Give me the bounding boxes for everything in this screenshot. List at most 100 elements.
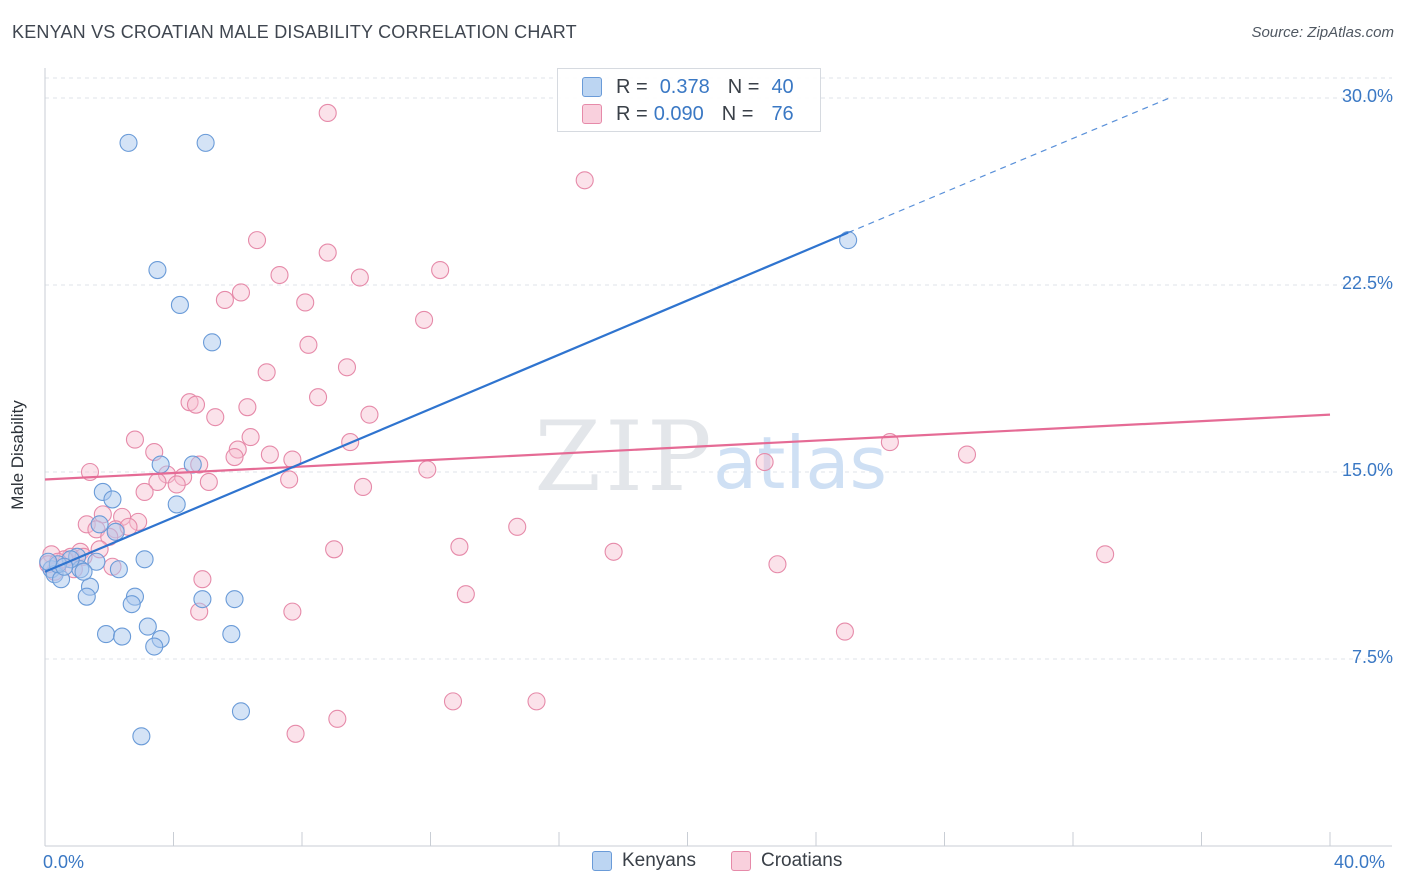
kenyans-point-2	[148, 260, 167, 280]
kenyans-point-6	[151, 455, 170, 474]
croatians-point-5	[350, 268, 369, 287]
kenyans-point-23	[77, 587, 96, 606]
croatians-point-6	[431, 260, 450, 280]
kenyans-swatch	[582, 77, 602, 97]
kenyans-point-27	[225, 590, 244, 609]
kenyans-legend-swatch	[592, 851, 612, 871]
croatians-point-9	[296, 293, 315, 312]
croatians-point-70	[283, 602, 302, 621]
kenyans-r-value: 0.378	[659, 75, 710, 98]
croatians-point-37	[167, 475, 186, 494]
kenyans-point-3	[170, 295, 189, 314]
croatians-swatch	[582, 104, 602, 124]
croatians-point-74	[328, 709, 347, 728]
croatians-point-68	[456, 585, 475, 604]
croatians-point-41	[135, 482, 154, 501]
legend-row-kenyans: R = 0.378 N = 40	[582, 73, 794, 101]
source-label: Source: ZipAtlas.com	[1251, 24, 1394, 41]
kenyans-point-34	[132, 727, 151, 746]
kenyans-r-label: R =	[616, 75, 648, 98]
croatians-point-55	[604, 542, 623, 561]
correlation-legend: R = 0.378 N = 40 R = 0.090 N = 76	[557, 68, 821, 132]
croatians-point-38	[199, 472, 218, 492]
croatians-n-label: N =	[721, 102, 754, 125]
legend-row-croatians: R = 0.090 N = 76	[582, 100, 794, 128]
croatians-point-72	[443, 692, 463, 711]
croatians-point-18	[206, 408, 225, 427]
croatians-point-7	[231, 283, 251, 302]
kenyans-point-11	[90, 515, 109, 534]
croatians-point-17	[238, 398, 257, 417]
chart-title: KENYAN VS CROATIAN MALE DISABILITY CORRE…	[12, 22, 577, 42]
kenyans-point-38	[74, 562, 93, 581]
legend-item-croatians[interactable]: Croatians	[731, 850, 842, 872]
watermark-atlas: atlas	[713, 421, 887, 505]
series-legend: Kenyans Croatians	[0, 850, 1406, 878]
croatians-point-25	[260, 445, 279, 464]
kenyans-point-4	[203, 333, 222, 352]
kenyans-n-label: N =	[727, 75, 760, 98]
kenyans-point-7	[167, 495, 186, 514]
croatians-point-75	[286, 724, 305, 743]
kenyans-trend-extension	[847, 97, 1170, 234]
kenyans-point-5	[839, 231, 858, 250]
kenyans-point-14	[87, 552, 106, 571]
croatians-point-49	[508, 517, 527, 536]
axes	[44, 68, 1392, 847]
croatians-point-57	[1096, 545, 1115, 564]
croatians-legend-label: Croatians	[761, 850, 843, 871]
legend-item-kenyans[interactable]: Kenyans	[592, 850, 696, 872]
croatians-point-2	[247, 231, 267, 250]
croatians-point-1	[575, 171, 594, 190]
kenyans-point-1	[196, 133, 215, 152]
kenyans-trend-line	[44, 231, 849, 573]
croatians-point-13	[257, 363, 276, 382]
croatians-point-51	[450, 537, 469, 556]
kenyans-point-35	[231, 702, 251, 721]
croatians-point-39	[280, 470, 299, 489]
kenyans-point-28	[138, 617, 157, 636]
kenyans-legend-label: Kenyans	[622, 850, 696, 871]
y-tick-label-1: 15.0%	[1341, 460, 1393, 480]
kenyans-point-15	[135, 550, 154, 569]
croatians-point-40	[353, 477, 373, 497]
croatians-point-30	[755, 452, 774, 472]
croatians-point-20	[125, 430, 144, 449]
y-tick-label-3: 30.0%	[1341, 86, 1393, 106]
croatians-trend-line	[44, 413, 1331, 481]
watermark-zip: ZIP	[534, 401, 715, 513]
croatians-point-10	[415, 310, 434, 329]
croatians-point-67	[193, 570, 212, 589]
croatians-point-32	[957, 445, 977, 464]
y-tick-label-2: 22.5%	[1341, 273, 1393, 293]
croatians-point-12	[337, 358, 357, 377]
kenyans-point-32	[145, 637, 164, 656]
croatians-point-14	[309, 388, 328, 407]
croatians-legend-swatch	[731, 851, 751, 871]
kenyans-point-20	[109, 560, 128, 579]
croatians-point-54	[325, 540, 344, 559]
kenyans-point-0	[119, 133, 138, 152]
croatians-point-21	[241, 428, 260, 447]
y-tick-label-0: 7.5%	[1351, 647, 1393, 667]
croatians-point-16	[186, 395, 206, 414]
croatians-point-4	[270, 265, 289, 285]
croatians-point-73	[527, 692, 546, 711]
trend-lines	[44, 97, 1331, 573]
croatians-r-value: 0.090	[653, 102, 704, 125]
kenyans-points	[39, 133, 858, 746]
x-tick-label-max: 40.0%	[1334, 852, 1386, 872]
kenyans-point-26	[193, 590, 212, 609]
kenyans-point-25	[122, 595, 141, 614]
watermark: ZIP atlas	[534, 401, 887, 513]
x-tick-label-min: 0.0%	[43, 852, 85, 872]
croatians-point-0	[318, 103, 337, 123]
croatians-point-11	[299, 335, 318, 354]
croatians-r-label: R =	[616, 102, 648, 125]
croatians-point-3	[318, 243, 337, 262]
kenyans-n-value: 40	[771, 75, 794, 98]
croatians-point-19	[360, 405, 379, 424]
croatians-point-71	[835, 622, 854, 641]
kenyans-point-30	[113, 627, 132, 646]
